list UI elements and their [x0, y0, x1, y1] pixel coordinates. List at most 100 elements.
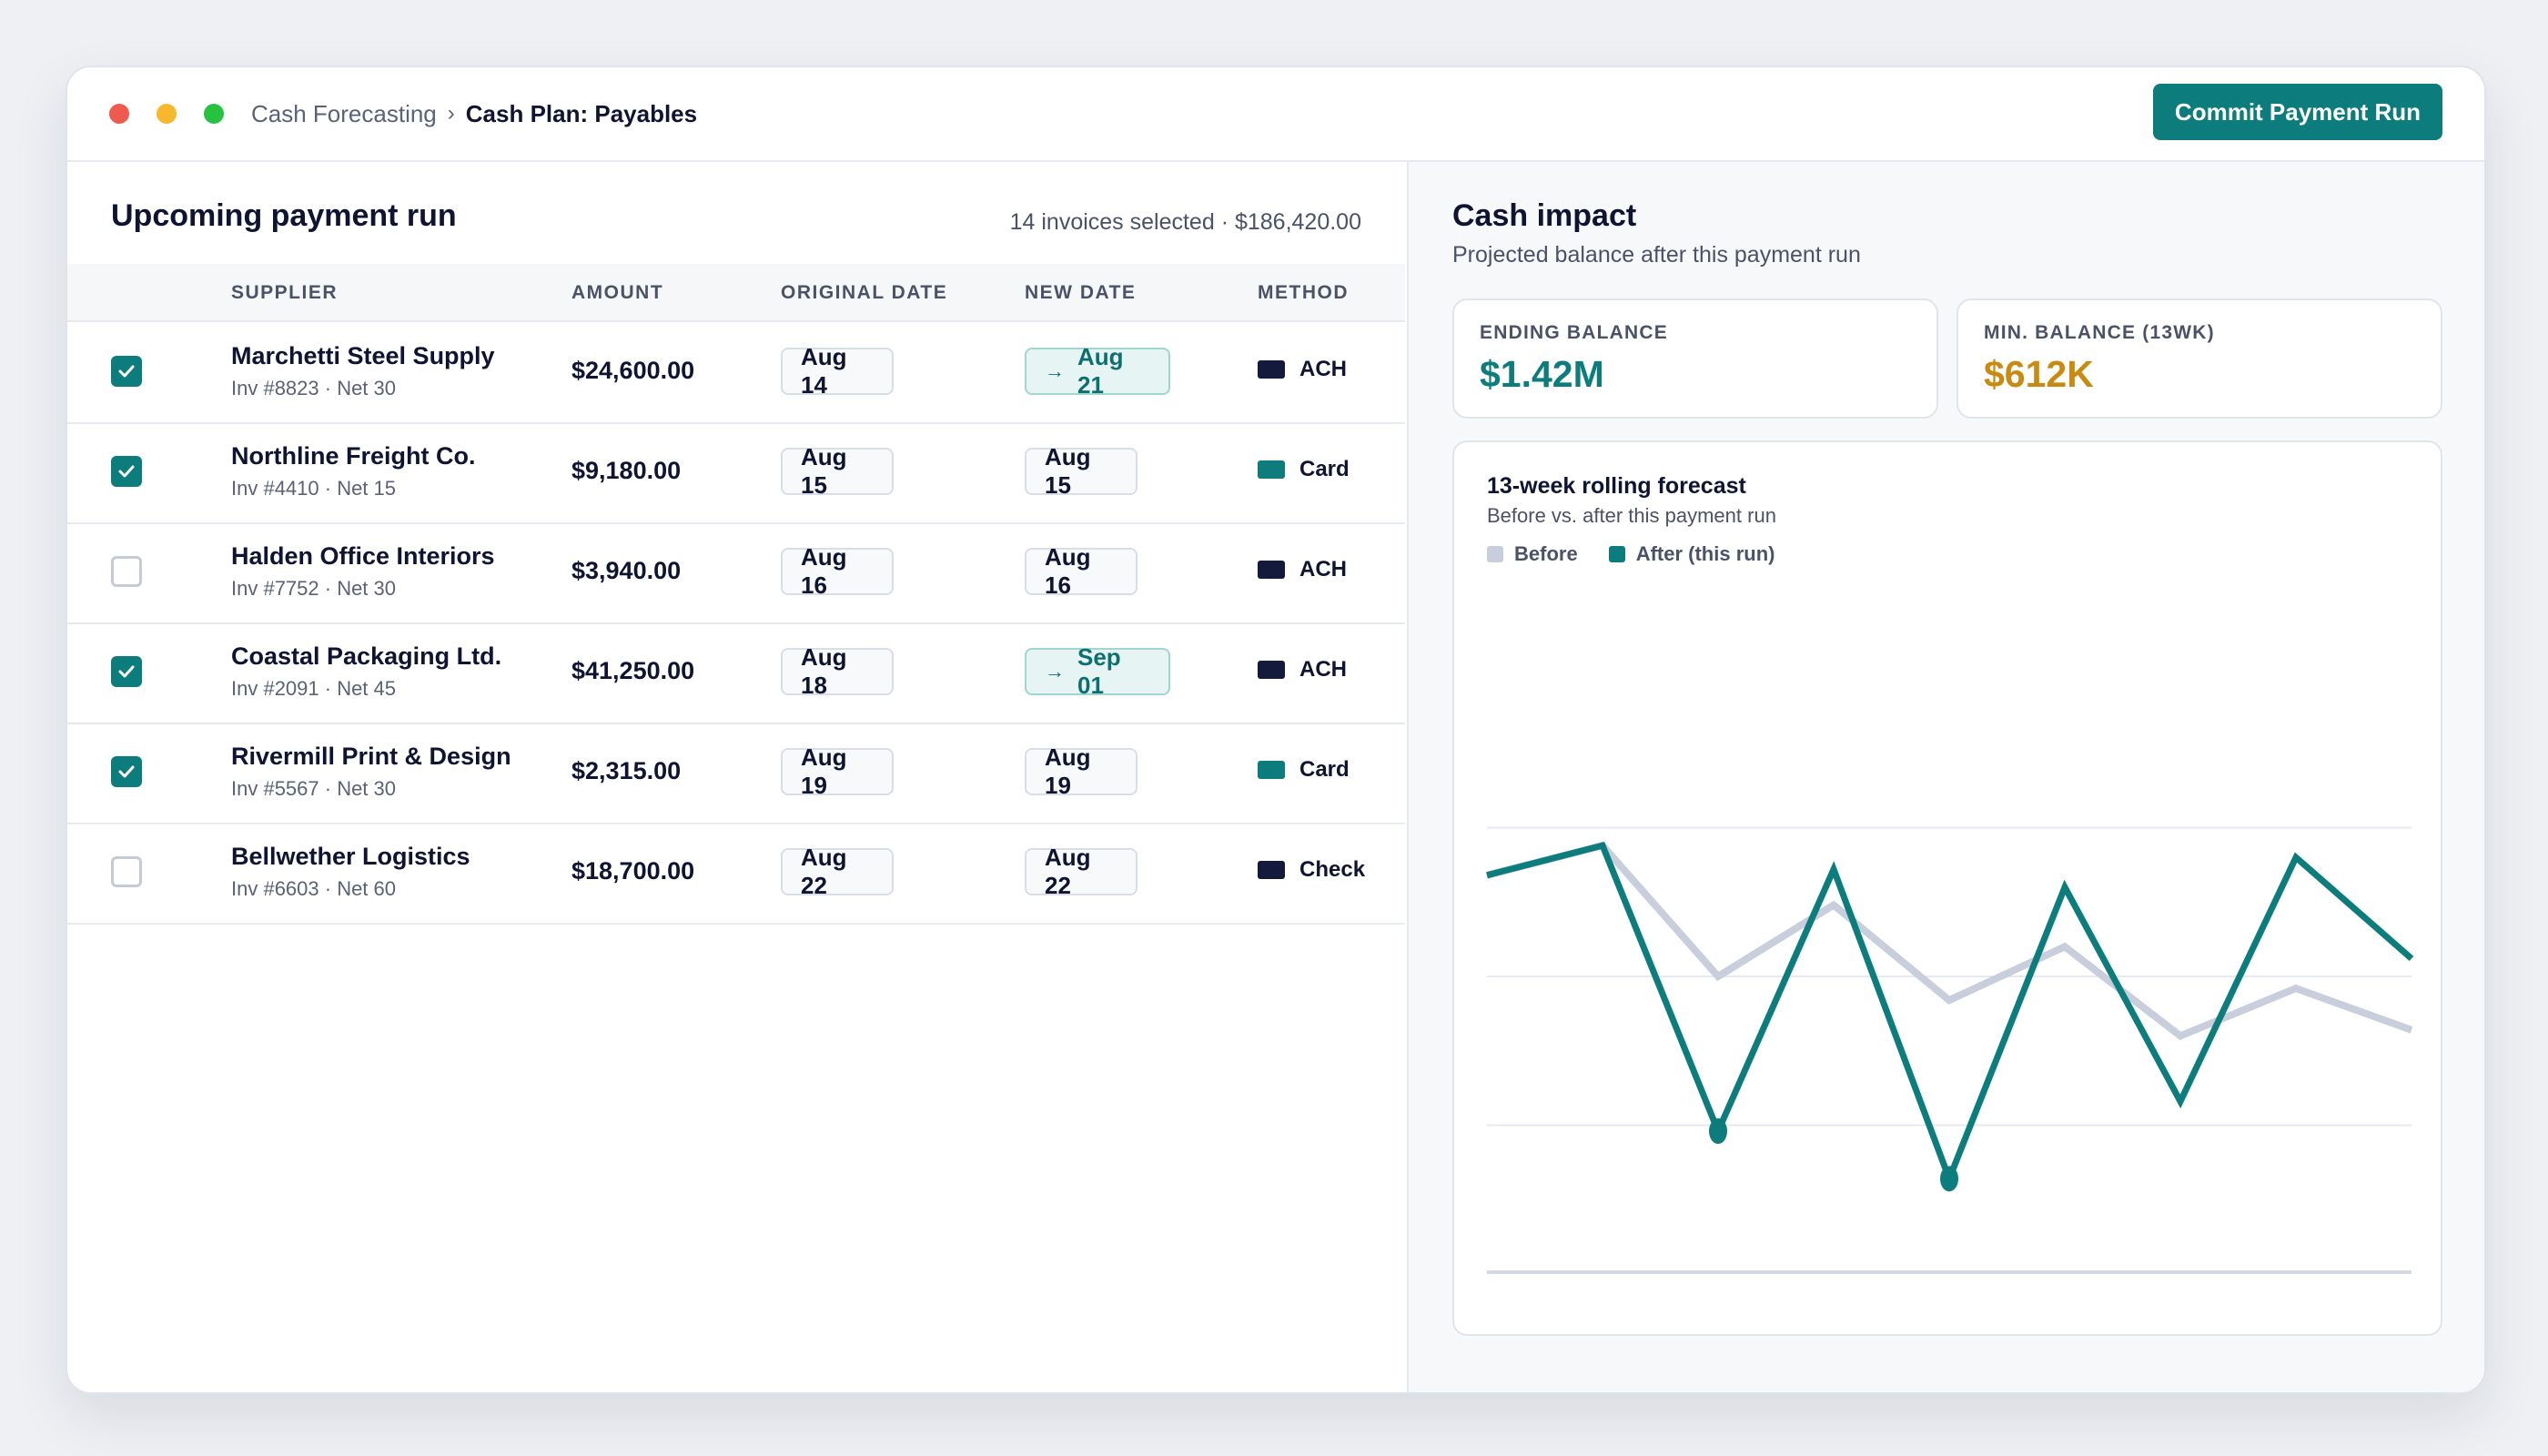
table-header: SUPPLIER AMOUNT ORIGINAL DATE NEW DATE M… — [67, 264, 1405, 322]
payment-method-icon — [1258, 661, 1285, 679]
payment-method[interactable]: ACH — [1258, 357, 1347, 382]
supplier-name: Coastal Packaging Ltd. — [231, 642, 502, 670]
row-checkbox[interactable] — [111, 556, 142, 587]
payment-method-label: Card — [1299, 757, 1350, 782]
table-row[interactable]: Rivermill Print & Design Inv #5567 · Net … — [67, 723, 1405, 824]
invoice-amount: $9,180.00 — [571, 457, 682, 484]
original-date-text: Aug 18 — [801, 643, 847, 699]
table-row[interactable]: Northline Freight Co. Inv #4410 · Net 15 $… — [67, 422, 1405, 524]
new-date-text: Aug 22 — [1045, 844, 1091, 899]
original-date-text: Aug 19 — [801, 743, 847, 799]
payment-method-label: ACH — [1299, 557, 1347, 581]
breadcrumb-current: Cash Plan: Payables — [465, 100, 698, 127]
row-checkbox[interactable] — [111, 456, 142, 487]
commit-payment-run-button[interactable]: Commit Payment Run — [2153, 84, 2442, 140]
new-date-picker[interactable]: Aug 22 — [1025, 844, 1138, 899]
chart-title: 13-week rolling forecast — [1487, 473, 1746, 499]
payment-method[interactable]: Check — [1258, 857, 1365, 883]
close-window-dot[interactable] — [109, 104, 129, 124]
payment-run-panel: Upcoming payment run 14 invoices selecte… — [67, 162, 1405, 1392]
row-checkbox[interactable] — [111, 356, 142, 387]
breadcrumb-separator: › — [447, 101, 455, 126]
new-date-text: Aug 19 — [1045, 743, 1091, 799]
original-date-pill: Aug 18 — [781, 643, 894, 699]
invoice-meta: Inv #2091 · Net 45 — [231, 677, 397, 700]
row-checkbox[interactable] — [111, 756, 142, 787]
row-checkbox[interactable] — [111, 656, 142, 687]
ending-balance-value: $1.42M — [1480, 353, 1604, 395]
legend-item-after[interactable]: After (this run) — [1608, 542, 1775, 566]
invoice-meta: Inv #6603 · Net 60 — [231, 877, 397, 900]
column-original-date[interactable]: ORIGINAL DATE — [781, 282, 948, 303]
legend-item-before[interactable]: Before — [1487, 542, 1578, 566]
ending-balance-card: ENDING BALANCE $1.42M — [1452, 298, 1938, 419]
new-date-picker[interactable]: Aug 15 — [1025, 443, 1138, 499]
invoice-amount: $41,250.00 — [571, 657, 695, 684]
supplier-name: Marchetti Steel Supply — [231, 342, 495, 369]
new-date-picker[interactable]: Aug 16 — [1025, 543, 1138, 599]
breadcrumb-parent[interactable]: Cash Forecasting — [251, 100, 437, 127]
original-date-pill: Aug 14 — [781, 343, 894, 399]
legend-swatch-after — [1608, 546, 1625, 562]
payment-method[interactable]: ACH — [1258, 657, 1347, 682]
invoice-amount: $18,700.00 — [571, 857, 695, 885]
original-date-pill: Aug 22 — [781, 844, 894, 899]
table-row[interactable]: Coastal Packaging Ltd. Inv #2091 · Net 45… — [67, 622, 1405, 724]
supplier-name: Halden Office Interiors — [231, 542, 495, 570]
breadcrumb: Cash Forecasting › Cash Plan: Payables — [251, 98, 697, 129]
title-bar: Cash Forecasting › Cash Plan: Payables C… — [67, 67, 2484, 162]
supplier-name: Rivermill Print & Design — [231, 743, 511, 770]
table-row[interactable]: Bellwether Logistics Inv #6603 · Net 60 $1… — [67, 823, 1405, 925]
series-line-before[interactable] — [1486, 841, 2413, 1040]
new-date-text: Aug 16 — [1045, 543, 1091, 599]
column-supplier[interactable]: SUPPLIER — [231, 282, 339, 303]
checkmark-icon — [118, 365, 135, 378]
original-date-pill: Aug 19 — [781, 743, 894, 799]
invoice-meta: Inv #8823 · Net 30 — [231, 377, 397, 399]
payment-method-label: Card — [1299, 457, 1350, 481]
minimize-window-dot[interactable] — [157, 104, 177, 124]
row-checkbox[interactable] — [111, 856, 142, 887]
chart-subtitle: Before vs. after this payment run — [1487, 504, 1776, 527]
ending-balance-label: ENDING BALANCE — [1480, 322, 1668, 343]
low-point-marker[interactable] — [1709, 1118, 1727, 1145]
series-line-after[interactable] — [1486, 841, 2414, 1188]
payment-method[interactable]: ACH — [1258, 557, 1347, 582]
table-row[interactable]: Marchetti Steel Supply Inv #8823 · Net 30… — [67, 322, 1405, 424]
original-date-pill: Aug 16 — [781, 543, 894, 599]
original-date-text: Aug 22 — [801, 844, 847, 899]
legend-label-after: After (this run) — [1635, 542, 1775, 565]
column-method[interactable]: METHOD — [1258, 282, 1349, 303]
payment-method-icon — [1258, 861, 1285, 879]
new-date-picker[interactable]: → Aug 21 — [1025, 343, 1170, 399]
column-amount[interactable]: AMOUNT — [571, 282, 664, 303]
original-date-text: Aug 15 — [801, 443, 847, 499]
cash-impact-panel: Cash impact Projected balance after this… — [1407, 162, 2484, 1392]
app-window: Cash Forecasting › Cash Plan: Payables C… — [66, 66, 2486, 1394]
new-date-picker[interactable]: Aug 19 — [1025, 743, 1138, 799]
invoice-amount: $2,315.00 — [571, 757, 682, 784]
new-date-picker[interactable]: → Sep 01 — [1025, 643, 1170, 699]
checkmark-icon — [118, 465, 135, 478]
payment-method[interactable]: Card — [1258, 757, 1350, 783]
invoice-amount: $3,940.00 — [571, 557, 682, 584]
column-new-date[interactable]: NEW DATE — [1025, 282, 1137, 303]
payment-method-label: ACH — [1299, 357, 1347, 381]
low-point-marker[interactable] — [1940, 1166, 1958, 1192]
forecast-chart-card: 13-week rolling forecast Before vs. afte… — [1452, 440, 2442, 1336]
payment-method[interactable]: Card — [1258, 457, 1350, 482]
checkmark-icon — [118, 765, 135, 778]
original-date-text: Aug 14 — [801, 343, 847, 399]
checkmark-icon — [118, 665, 135, 678]
payment-method-label: ACH — [1299, 657, 1347, 682]
new-date-text: Aug 15 — [1045, 443, 1091, 499]
cash-impact-title: Cash impact — [1452, 198, 1637, 233]
legend-swatch-before — [1487, 546, 1503, 562]
forecast-chart — [1486, 826, 2414, 1274]
payment-method-label: Check — [1299, 857, 1366, 882]
maximize-window-dot[interactable] — [204, 104, 224, 124]
supplier-name: Bellwether Logistics — [231, 843, 470, 870]
table-row[interactable]: Halden Office Interiors Inv #7752 · Net 3… — [67, 522, 1405, 624]
invoice-meta: Inv #4410 · Net 15 — [231, 477, 397, 500]
payment-method-icon — [1258, 460, 1285, 479]
